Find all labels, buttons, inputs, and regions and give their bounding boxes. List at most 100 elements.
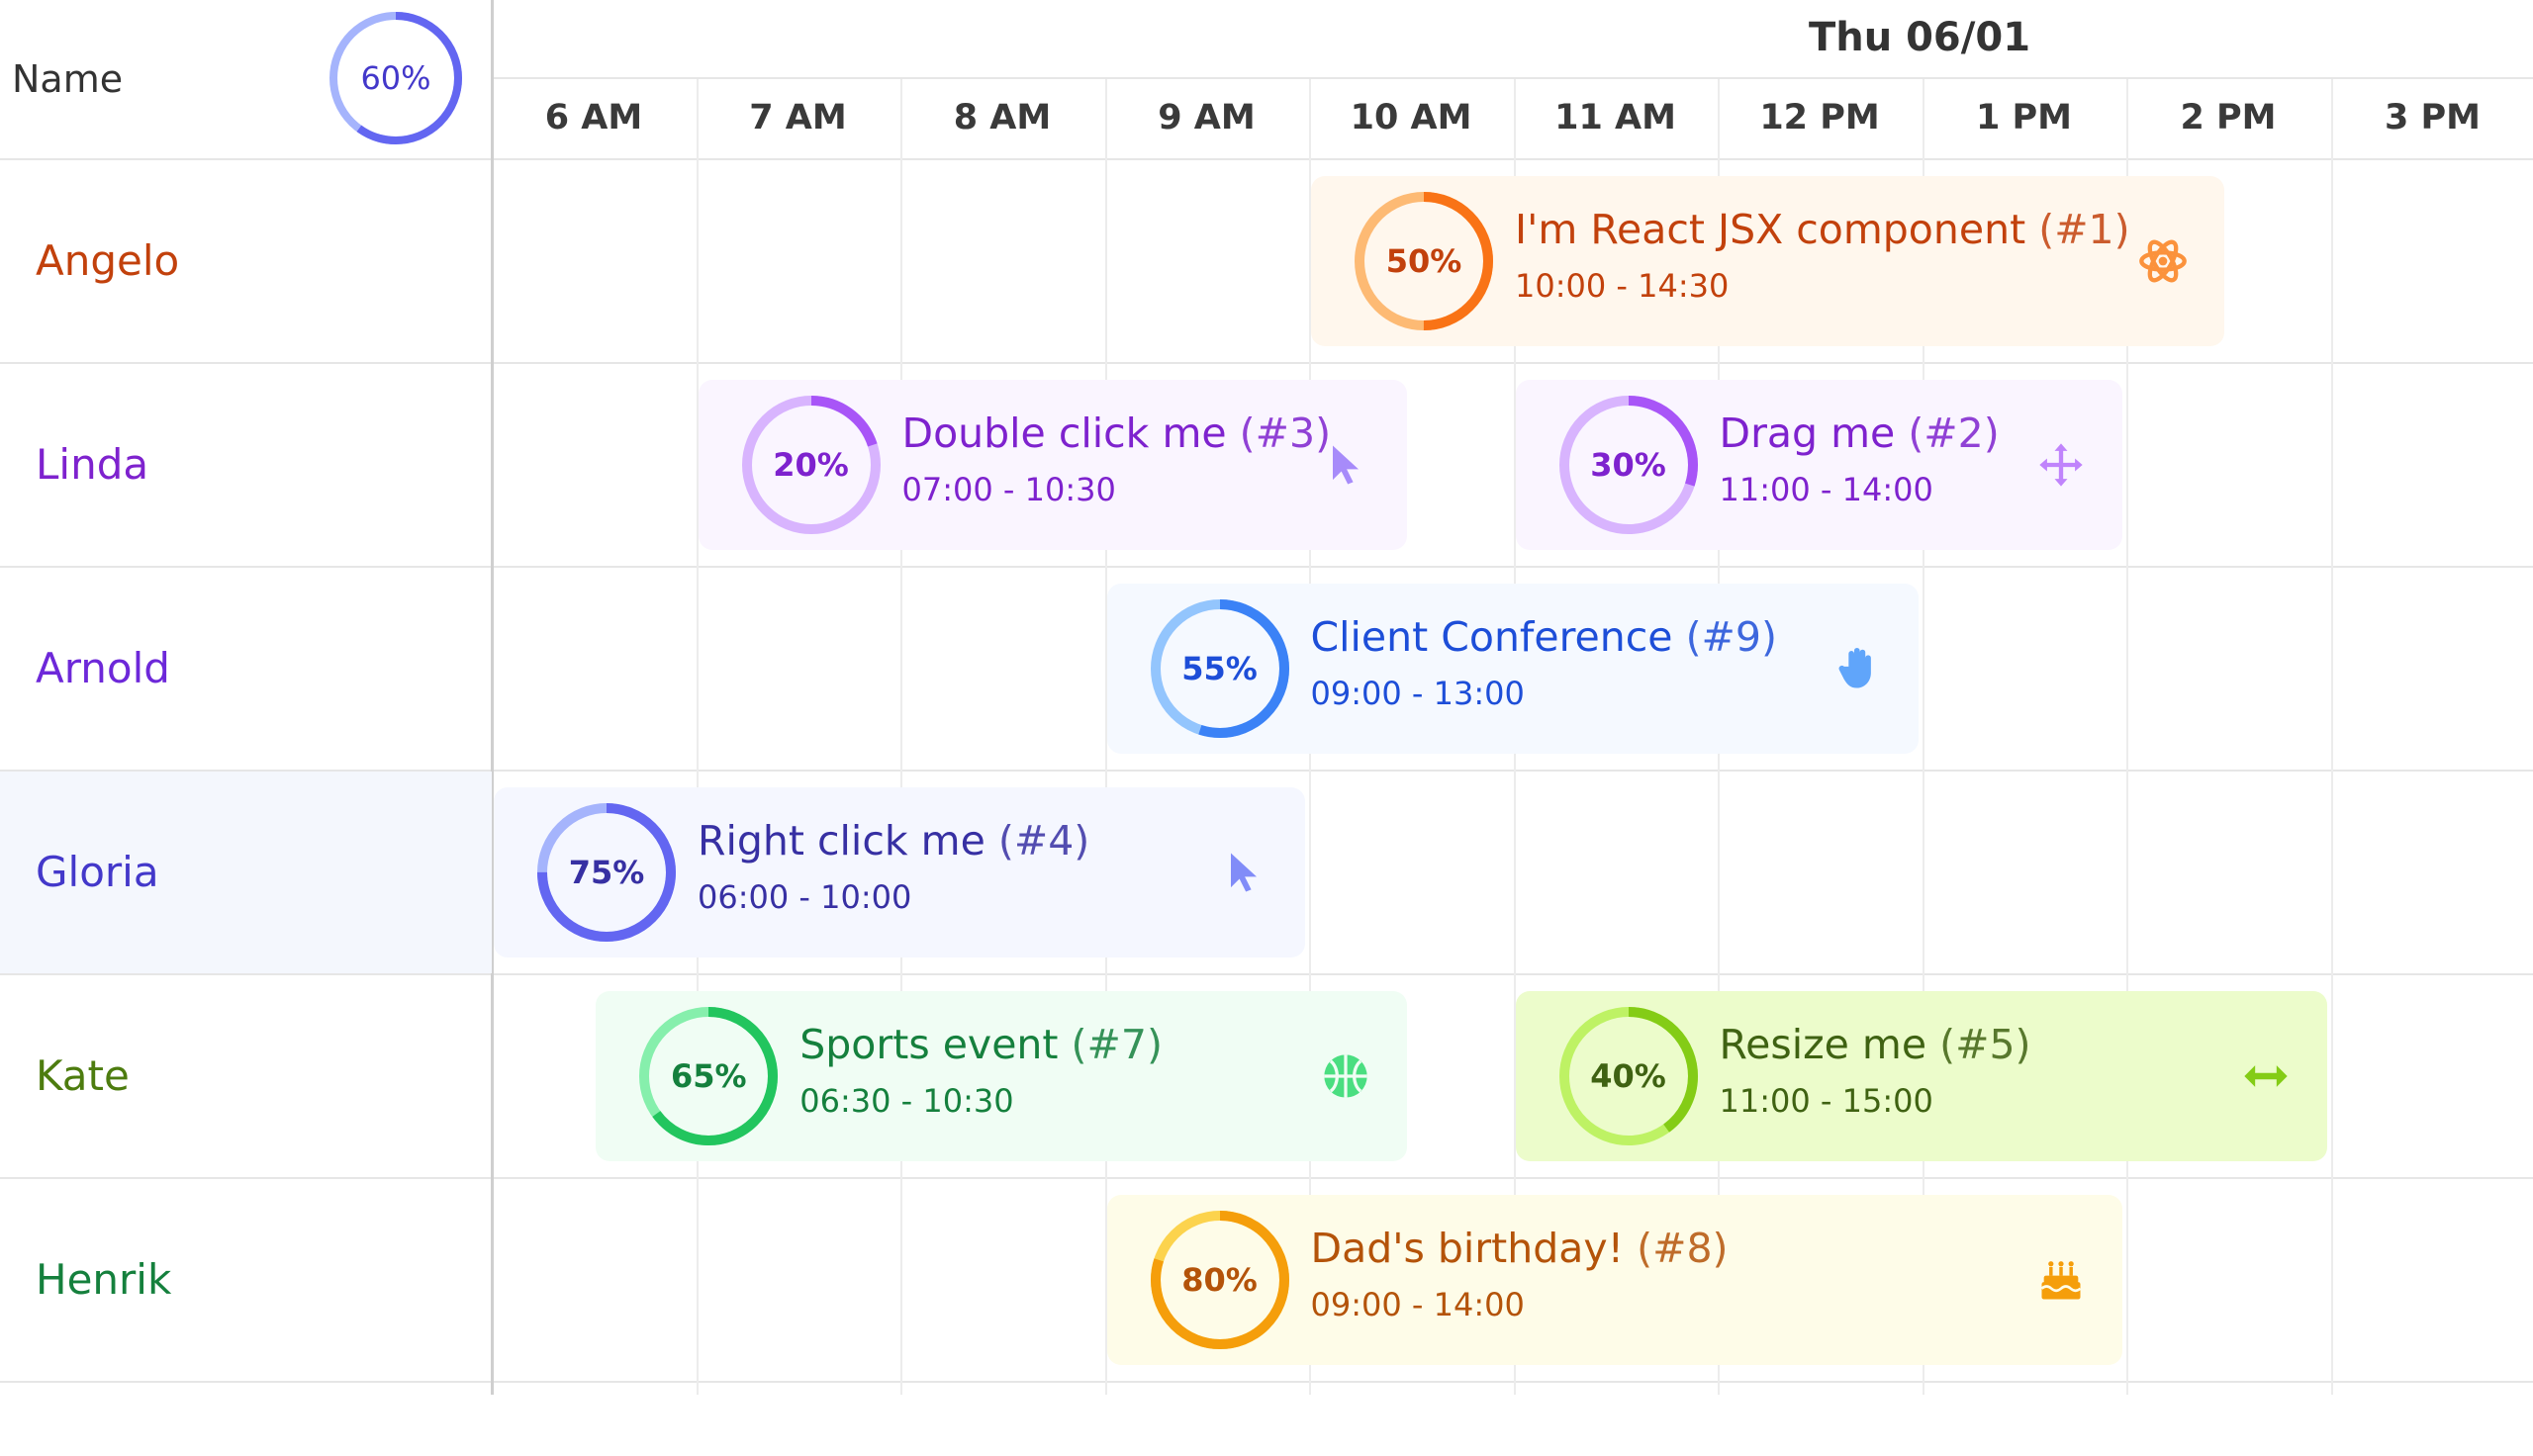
cursor-icon	[1320, 439, 1371, 491]
event-resize-me[interactable]: 40% Resize me (#5) 11:00 - 15:00	[1515, 991, 2327, 1161]
event-progress-ring	[1150, 599, 1289, 738]
resource-row-kate[interactable]: Kate	[0, 975, 492, 1177]
overall-ring-fill	[329, 12, 462, 144]
event-i-m-react-jsx-component[interactable]: 50% I'm React JSX component (#1) 10:00 - 1…	[1311, 176, 2225, 346]
event-progress-ring	[639, 1007, 779, 1145]
resource-name: Kate	[36, 1051, 130, 1100]
date-header: Thu 06/01	[1808, 15, 2031, 60]
resource-row-henrik[interactable]: Henrik	[0, 1179, 492, 1381]
row-gridline	[0, 1177, 2533, 1179]
resource-row-arnold[interactable]: Arnold	[0, 568, 492, 770]
resize-icon	[2240, 1050, 2292, 1102]
event-id: (#8)	[1637, 1225, 1729, 1272]
event-progress-ring	[1558, 396, 1698, 534]
event-title-text: Right click me	[698, 817, 998, 864]
time-header-6-am: 6 AM	[544, 98, 643, 137]
event-id: (#2)	[1908, 410, 2000, 457]
cursor-icon	[1218, 847, 1269, 898]
event-title: Dad's birthday! (#8)	[1311, 1225, 1729, 1272]
event-progress-progress-label: 80%	[1181, 1261, 1258, 1299]
event-title: Resize me (#5)	[1720, 1021, 2031, 1068]
event-drag-me[interactable]: 30% Drag me (#2) 11:00 - 14:00	[1515, 380, 2122, 550]
name-column-header[interactable]: Name	[12, 57, 124, 101]
resource-name: Angelo	[36, 236, 180, 285]
event-progress-progress-label: 65%	[670, 1057, 747, 1095]
row-gridline	[0, 566, 2533, 568]
event-id: (#5)	[1939, 1021, 2031, 1068]
time-header-3-pm: 3 PM	[2384, 98, 2482, 137]
event-progress-progress-label: 55%	[1181, 650, 1258, 687]
hour-gridline	[1104, 79, 1107, 1395]
header-gridline	[492, 77, 2533, 79]
time-header-9-am: 9 AM	[1158, 98, 1256, 137]
event-title-text: Client Conference	[1310, 613, 1686, 661]
time-header-12-pm: 12 PM	[1759, 98, 1880, 137]
event-progress-progress-label: 75%	[568, 854, 645, 891]
event-title-text: Resize me	[1719, 1021, 1940, 1068]
event-time: 09:00 - 13:00	[1310, 675, 1525, 712]
event-progress-ring-fill	[1150, 599, 1289, 738]
overall-progress-label: 60%	[360, 59, 431, 97]
hour-gridline	[2330, 79, 2333, 1395]
header-bottom-line	[0, 158, 2533, 160]
event-time: 10:00 - 14:30	[1515, 267, 1730, 305]
event-right-click-me[interactable]: 75% Right click me (#4) 06:00 - 10:00	[494, 787, 1305, 957]
event-id: (#1)	[2038, 206, 2130, 253]
event-time: 06:30 - 10:30	[799, 1082, 1014, 1120]
event-progress-ring	[741, 396, 881, 534]
cake-icon	[2035, 1254, 2087, 1306]
time-header-7-am: 7 AM	[749, 98, 847, 137]
event-title: Sports event (#7)	[799, 1021, 1163, 1068]
row-gridline	[0, 973, 2533, 975]
resource-name: Gloria	[36, 848, 159, 896]
resource-row-gloria[interactable]: Gloria	[0, 772, 492, 973]
event-progress-ring-fill	[741, 396, 881, 534]
event-title: Double click me (#3)	[902, 410, 1332, 457]
resource-name: Henrik	[36, 1255, 172, 1304]
row-gridline	[0, 362, 2533, 364]
move-icon	[2035, 439, 2087, 491]
event-title: I'm React JSX component (#1)	[1515, 206, 2130, 253]
event-progress-ring-fill	[1558, 1007, 1698, 1145]
event-title-text: Sports event	[799, 1021, 1072, 1068]
event-progress-ring-fill	[1150, 1211, 1289, 1349]
event-progress-ring	[1150, 1211, 1289, 1349]
event-client-conference[interactable]: 55% Client Conference (#9) 09:00 - 13:00	[1106, 584, 1919, 754]
overall-progress-ring: 60%	[329, 12, 462, 144]
event-id: (#9)	[1685, 613, 1777, 661]
event-progress-ring	[1558, 1007, 1698, 1145]
hour-gridline	[696, 79, 699, 1395]
hour-gridline	[1922, 79, 1924, 1395]
event-title: Client Conference (#9)	[1311, 613, 1778, 661]
event-id: (#4)	[997, 817, 1090, 864]
event-title-text: Dad's birthday!	[1310, 1225, 1638, 1272]
event-title-text: I'm React JSX component	[1515, 206, 2039, 253]
hour-gridline	[900, 79, 902, 1395]
hour-gridline	[2126, 79, 2128, 1395]
time-header-1-pm: 1 PM	[1975, 98, 2073, 137]
event-progress-progress-label: 30%	[1590, 446, 1666, 484]
event-title-text: Drag me	[1719, 410, 1909, 457]
scheduler: Name 60% Thu 06/01 6 AM 7 AM 8 AM 9 AM 10 AM…	[0, 0, 2533, 1395]
event-progress-ring	[1355, 192, 1493, 330]
event-time: 06:00 - 10:00	[698, 878, 912, 916]
event-dad-s-birthday[interactable]: 80% Dad's birthday! (#8) 09:00 - 14:00	[1106, 1195, 2122, 1365]
basketball-icon	[1320, 1050, 1371, 1102]
time-header-2-pm: 2 PM	[2180, 98, 2277, 137]
event-title-text: Double click me	[901, 410, 1240, 457]
row-gridline	[0, 770, 2533, 772]
event-time: 07:00 - 10:30	[901, 471, 1116, 508]
resource-name: Linda	[36, 440, 149, 489]
event-sports-event[interactable]: 65% Sports event (#7) 06:30 - 10:30	[596, 991, 1408, 1161]
event-progress-ring	[537, 803, 676, 942]
resource-row-angelo[interactable]: Angelo	[0, 160, 492, 362]
gear-icon	[2137, 235, 2189, 287]
overall-ring	[329, 12, 462, 144]
event-progress-progress-label: 20%	[773, 446, 849, 484]
hand-icon	[1831, 643, 1883, 694]
resource-row-linda[interactable]: Linda	[0, 364, 492, 566]
event-double-click-me[interactable]: 20% Double click me (#3) 07:00 - 10:30	[698, 380, 1408, 550]
row-gridline	[0, 1381, 2533, 1383]
event-time: 11:00 - 14:00	[1719, 471, 1933, 508]
event-time: 11:00 - 15:00	[1719, 1082, 1933, 1120]
